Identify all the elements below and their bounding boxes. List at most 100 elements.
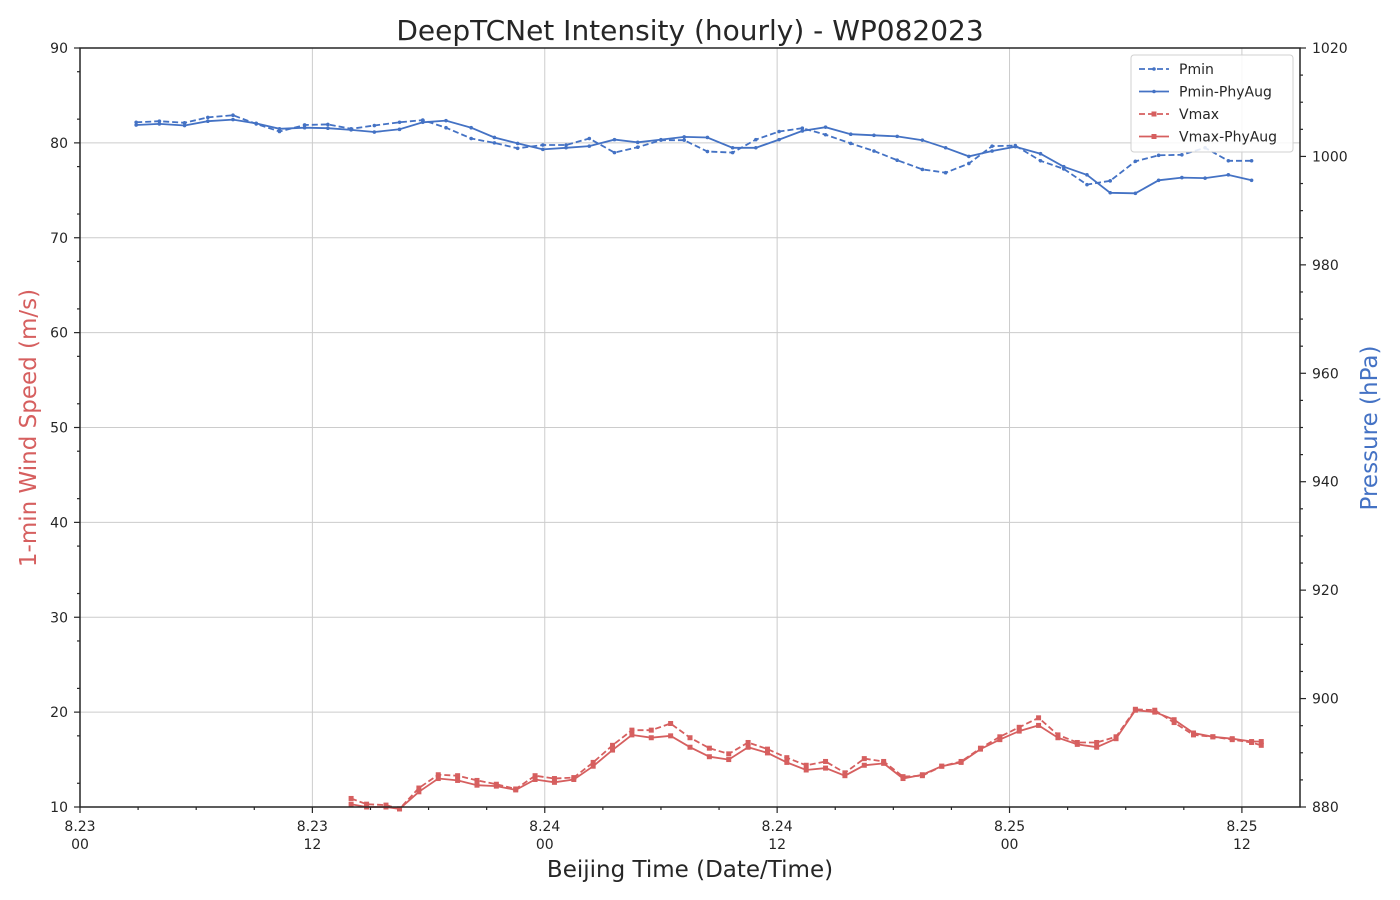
data-point: [1094, 739, 1100, 745]
data-point: [1016, 728, 1022, 734]
data-point: [157, 122, 162, 126]
legend-marker: [1152, 89, 1156, 94]
data-point: [1016, 724, 1022, 730]
legend-marker: [1151, 111, 1157, 117]
data-point: [842, 770, 848, 776]
x-tick-date: 8.24: [529, 819, 560, 835]
data-point: [977, 746, 983, 752]
data-point: [1171, 720, 1177, 726]
data-point: [1108, 190, 1113, 195]
data-point: [682, 138, 686, 142]
data-point: [1036, 722, 1042, 728]
data-point: [1038, 151, 1043, 156]
data-point: [764, 746, 770, 752]
data-point: [823, 758, 829, 764]
data-point: [705, 135, 710, 140]
data-point: [348, 801, 354, 807]
data-point: [730, 145, 735, 150]
data-point: [1249, 739, 1255, 745]
data-point: [372, 130, 377, 134]
data-point: [397, 806, 403, 812]
series-vmax-phyaug: [348, 707, 1264, 812]
data-point: [610, 747, 616, 753]
data-point: [348, 795, 354, 801]
chart-title: DeepTCNet Intensity (hourly) - WP082023: [396, 14, 983, 47]
data-point: [1133, 159, 1138, 164]
data-point: [134, 123, 138, 127]
data-point: [587, 144, 592, 148]
data-point: [571, 776, 577, 782]
right-tick-label: 960: [1312, 366, 1339, 382]
data-point: [590, 763, 596, 769]
data-point: [900, 776, 906, 782]
data-point: [895, 158, 900, 163]
data-point: [1094, 744, 1100, 750]
data-point: [590, 759, 596, 765]
data-point: [777, 129, 781, 134]
series-layer: [134, 113, 1264, 812]
data-point: [532, 776, 538, 782]
left-tick-label: 70: [50, 231, 68, 247]
data-point: [990, 149, 994, 153]
data-point: [1249, 158, 1254, 163]
data-point: [1258, 742, 1264, 748]
data-point: [564, 145, 568, 150]
legend-marker: [1152, 67, 1156, 71]
data-point: [1203, 176, 1207, 180]
data-point: [372, 123, 377, 128]
x-tick-time: 12: [303, 837, 321, 853]
data-point: [764, 750, 770, 756]
data-point: [997, 734, 1003, 740]
left-tick-label: 60: [50, 326, 68, 342]
series-pmin-phyaug: [134, 117, 1254, 196]
data-point: [800, 129, 805, 133]
data-point: [705, 149, 710, 154]
data-point: [206, 115, 210, 120]
data-point: [302, 123, 307, 127]
data-point: [474, 777, 480, 783]
data-point: [564, 143, 568, 147]
x-tick-time: 00: [1001, 837, 1019, 853]
data-point: [803, 767, 809, 773]
data-point: [629, 732, 635, 738]
data-point: [1258, 739, 1264, 745]
legend-marker: [1151, 134, 1157, 139]
legend-label: Vmax: [1179, 107, 1219, 123]
data-point: [730, 150, 735, 155]
data-point: [231, 117, 235, 122]
data-point: [745, 739, 751, 745]
data-point: [939, 763, 945, 769]
data-point: [541, 143, 545, 147]
data-point: [515, 146, 520, 151]
data-point: [397, 127, 402, 132]
data-point: [532, 773, 538, 779]
data-point: [254, 121, 259, 126]
data-point: [1074, 741, 1080, 747]
data-point: [861, 756, 867, 762]
left-tick-label: 10: [50, 800, 68, 816]
data-point: [1085, 182, 1089, 187]
data-point: [1180, 153, 1184, 157]
left-tick-label: 40: [50, 515, 68, 531]
data-point: [326, 122, 330, 127]
data-point: [706, 754, 712, 760]
data-point: [1013, 144, 1018, 149]
data-point: [455, 777, 461, 783]
legend-label: Pmin-PhyAug: [1179, 85, 1272, 101]
data-point: [612, 137, 617, 142]
data-point: [1210, 734, 1216, 740]
data-point: [997, 737, 1003, 743]
right-axis-ticks: 880 900 920 940 960 980 1000 1020: [1300, 41, 1348, 816]
x-tick-time: 00: [71, 837, 89, 853]
data-point: [397, 120, 402, 125]
data-point: [1226, 158, 1231, 163]
x-tick-date: 8.23: [297, 819, 328, 835]
data-point: [182, 123, 187, 128]
data-point: [513, 787, 519, 793]
data-point: [231, 113, 235, 118]
data-point: [206, 119, 210, 123]
data-point: [1055, 732, 1061, 738]
data-point: [943, 170, 948, 175]
data-point: [493, 783, 499, 789]
data-point: [1113, 736, 1119, 742]
